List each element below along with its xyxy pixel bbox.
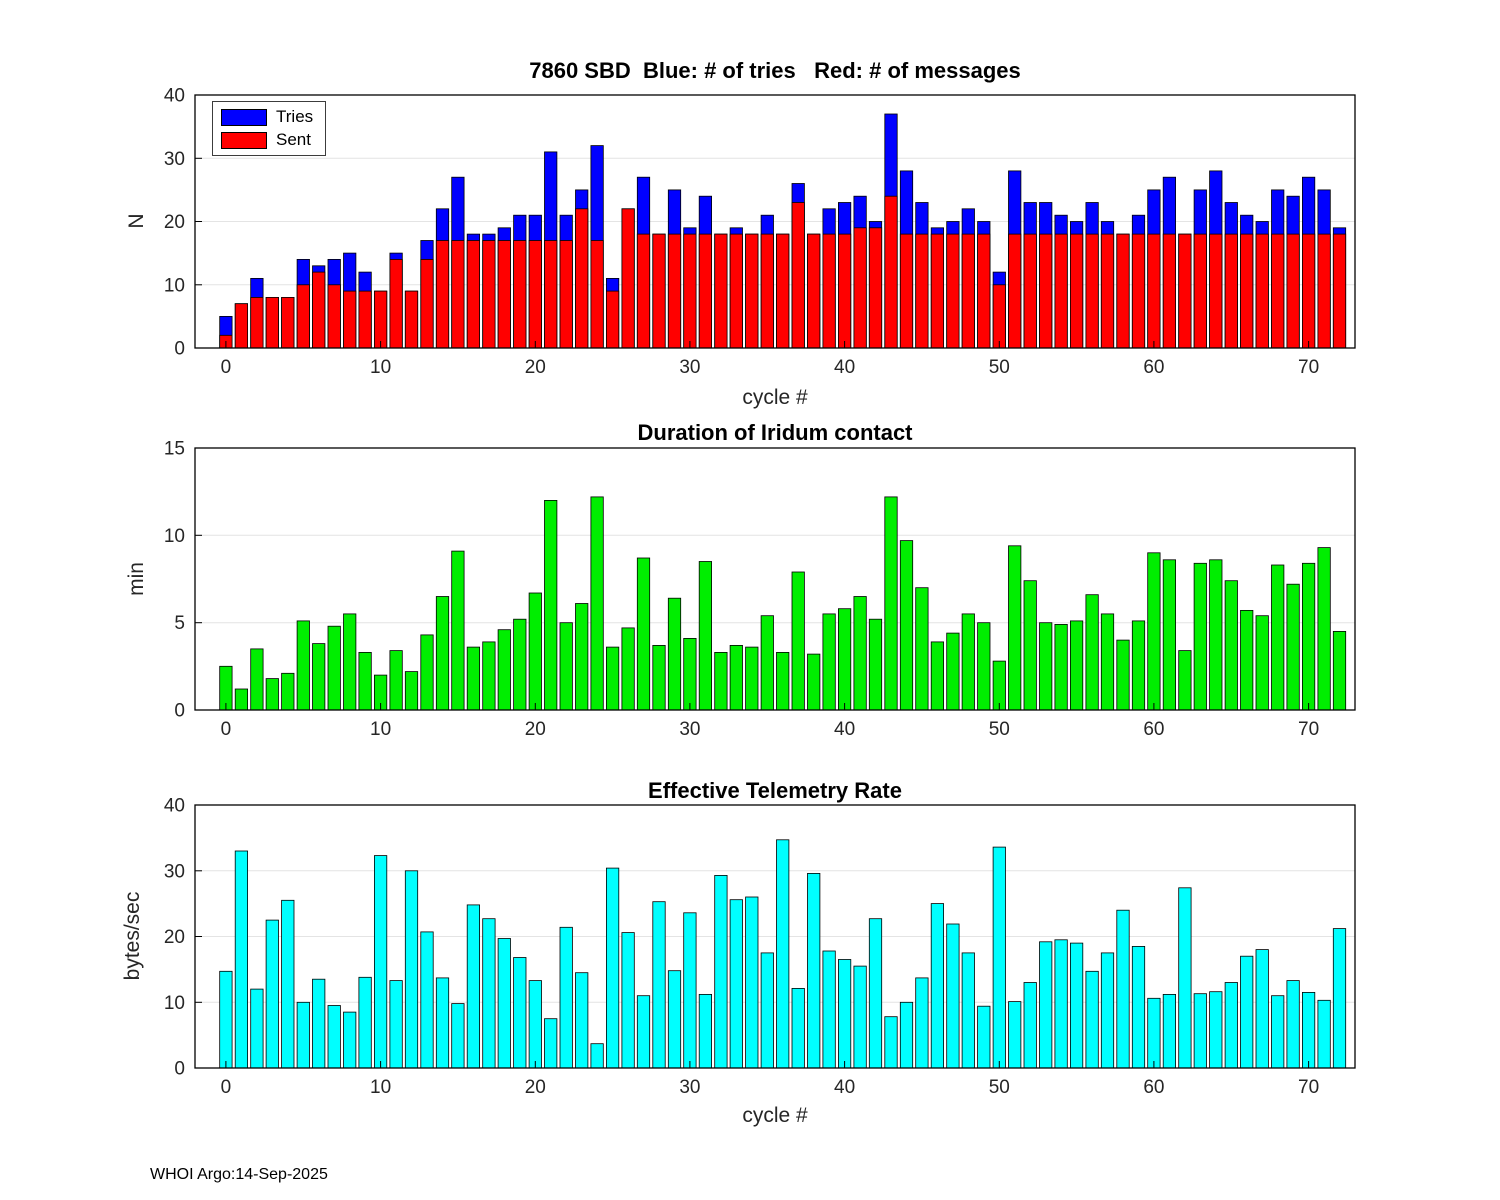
svg-text:20: 20 [525,719,546,740]
svg-text:70: 70 [1298,719,1319,740]
svg-text:30: 30 [679,1077,700,1098]
svg-text:60: 60 [1143,719,1164,740]
svg-text:50: 50 [989,719,1010,740]
svg-text:40: 40 [834,1077,855,1098]
svg-text:10: 10 [370,1077,391,1098]
svg-text:10: 10 [164,993,185,1014]
legend-swatch-sent [221,131,267,149]
chart3-title: Effective Telemetry Rate [648,778,902,803]
svg-text:0: 0 [174,339,185,360]
svg-text:0: 0 [174,1059,185,1080]
svg-text:10: 10 [370,357,391,378]
svg-text:70: 70 [1298,1077,1319,1098]
svg-text:60: 60 [1143,1077,1164,1098]
svg-text:30: 30 [164,861,185,882]
chart2-title: Duration of Iridum contact [637,420,913,445]
svg-text:20: 20 [525,1077,546,1098]
chart1-x-axis-label: cycle # [742,386,808,409]
svg-text:40: 40 [164,796,185,817]
svg-text:30: 30 [679,357,700,378]
svg-text:0: 0 [221,357,232,378]
svg-text:0: 0 [174,701,185,722]
svg-text:0: 0 [221,719,232,740]
svg-text:40: 40 [164,86,185,107]
svg-text:60: 60 [1143,357,1164,378]
svg-text:70: 70 [1298,357,1319,378]
svg-text:0: 0 [221,1077,232,1098]
chart1-title: 7860 SBD Blue: # of tries Red: # of mess… [529,58,1021,83]
svg-text:50: 50 [989,357,1010,378]
svg-text:40: 40 [834,719,855,740]
footer-text: WHOI Argo:14-Sep-2025 [150,1166,328,1183]
svg-text:30: 30 [164,149,185,170]
chart3-plot-area: 0 10 20 30 40 50 60 70 0 10 20 30 40 [164,796,1356,1098]
chart3-x-axis-label: cycle # [742,1104,808,1127]
legend-label-tries: Tries [276,107,314,126]
legend-item-sent: Sent [221,130,313,150]
svg-text:50: 50 [989,1077,1010,1098]
svg-text:5: 5 [174,613,185,634]
legend-item-tries: Tries [221,107,313,127]
svg-text:10: 10 [164,526,185,547]
svg-text:30: 30 [679,719,700,740]
svg-text:15: 15 [164,439,185,460]
svg-text:10: 10 [164,275,185,296]
chart2-plot-area: 0 10 20 30 40 50 60 70 0 5 10 15 [164,439,1356,740]
svg-text:20: 20 [525,357,546,378]
svg-text:40: 40 [834,357,855,378]
chart1-plot-area: 0 10 20 30 40 50 60 70 0 10 20 30 40 [164,86,1356,378]
svg-text:20: 20 [164,212,185,233]
svg-text:10: 10 [370,719,391,740]
svg-text:20: 20 [164,927,185,948]
chart1-legend: Tries Sent [212,101,327,156]
legend-label-sent: Sent [276,130,311,149]
legend-swatch-tries [221,108,267,126]
